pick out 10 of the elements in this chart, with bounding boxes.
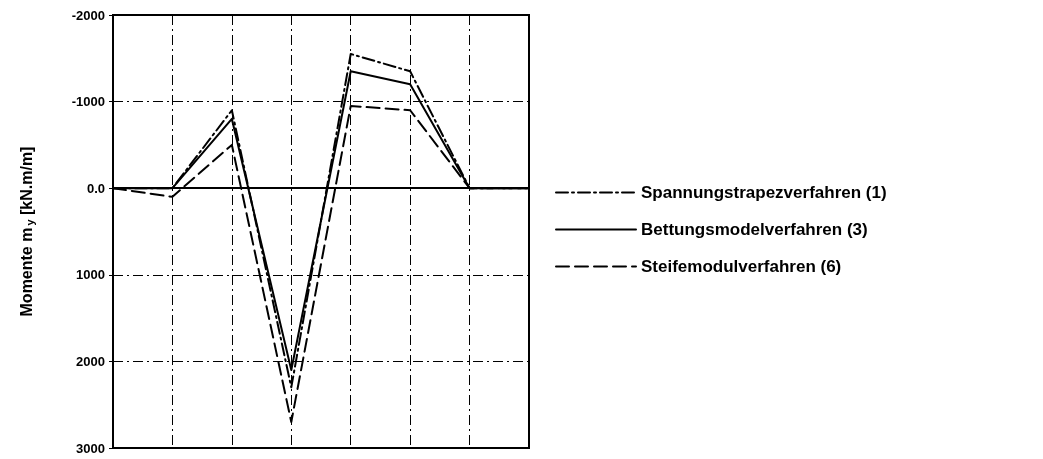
- y-tick-label: -2000: [71, 7, 105, 23]
- y-tick-label: 1000: [76, 267, 105, 283]
- y-tick-label: -1000: [71, 94, 105, 110]
- y-tick-label: 2000: [76, 353, 105, 369]
- y-tick-label: 0.0: [86, 180, 105, 196]
- y-axis-title: Momente my [kN.m/m]: [18, 146, 36, 317]
- y-tick-label: 3000: [76, 440, 105, 456]
- legend-label: Spannungstrapezverfahren (1): [641, 183, 887, 202]
- legend-label: Bettungsmodelverfahren (3): [641, 220, 868, 239]
- legend-label: Steifemodulverfahren (6): [641, 257, 842, 276]
